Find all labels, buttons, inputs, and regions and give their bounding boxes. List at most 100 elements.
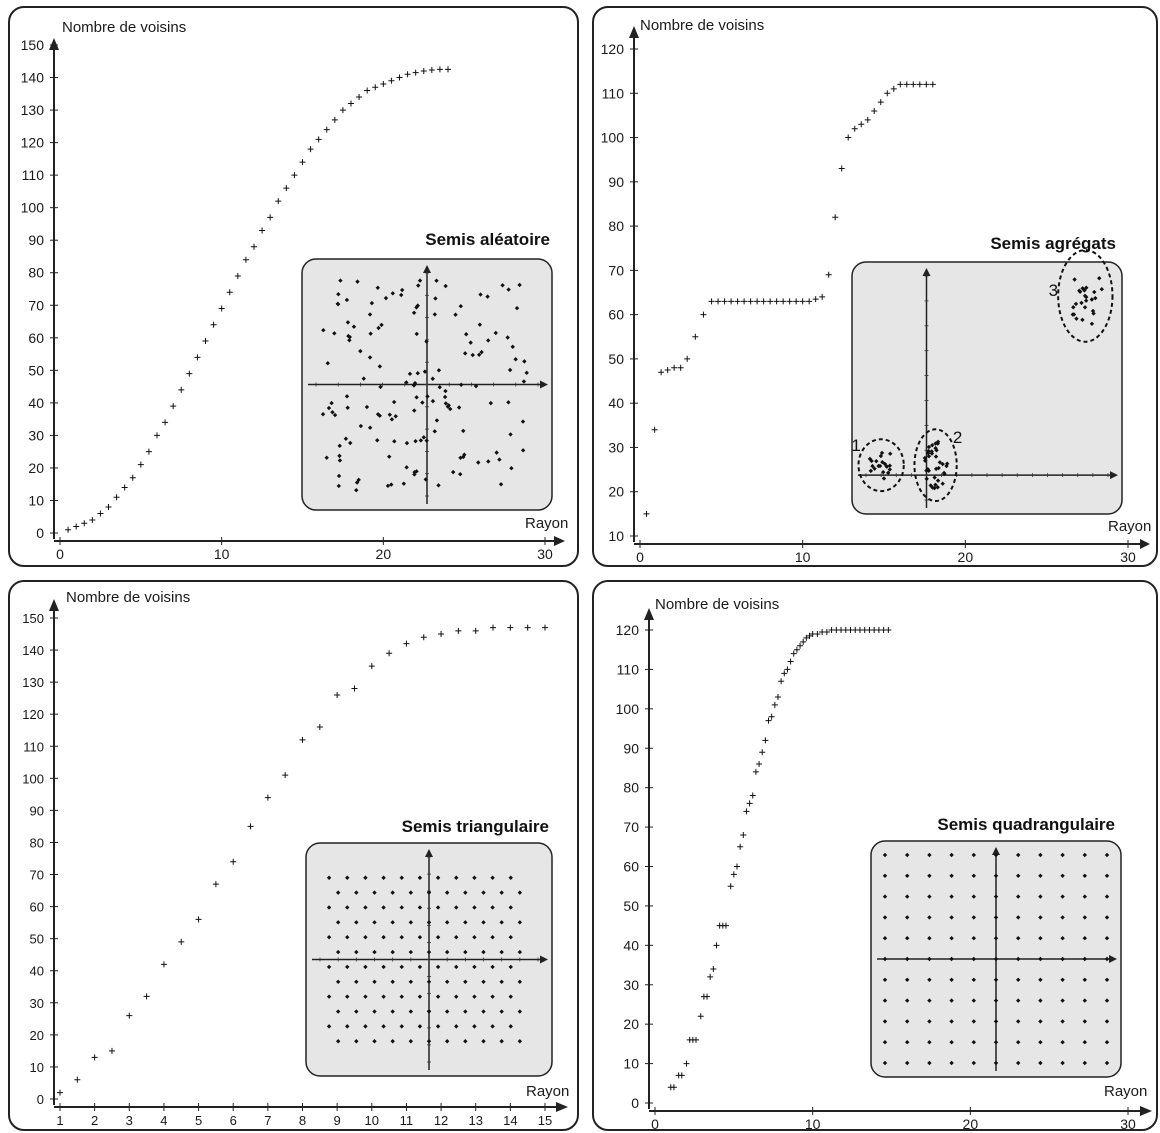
inset-point <box>882 852 888 858</box>
inset-point <box>335 979 341 984</box>
inset-point <box>499 979 504 984</box>
inset-point <box>404 440 410 446</box>
inset-point <box>433 296 438 301</box>
inset-point <box>443 388 448 394</box>
inset-point <box>448 406 453 412</box>
data-point <box>339 107 346 114</box>
x-tick-label: 11 <box>400 1113 414 1128</box>
y-tick-label: 60 <box>623 859 639 875</box>
inset-point <box>882 461 888 467</box>
inset-point <box>949 998 954 1003</box>
inset-point <box>372 979 377 984</box>
inset-point <box>520 448 526 453</box>
inset-point <box>399 994 404 999</box>
inset-point <box>514 305 520 311</box>
x-axis-arrow <box>554 536 565 546</box>
inset-point <box>869 458 874 464</box>
inset-point <box>436 368 442 373</box>
data-point <box>396 74 403 81</box>
y-tick-label: 30 <box>608 439 624 455</box>
y-tick-label: 80 <box>623 780 639 796</box>
y-tick-label: 100 <box>22 771 44 786</box>
inset-point <box>368 331 373 336</box>
inset-point <box>1060 936 1065 941</box>
data-point <box>733 863 740 870</box>
inset-point <box>336 473 342 479</box>
data-point <box>734 298 741 305</box>
inset-point <box>450 469 456 475</box>
inset-point <box>1099 287 1105 292</box>
y-tick-label: 40 <box>623 937 639 953</box>
y-tick-label: 100 <box>601 130 625 146</box>
inset-point <box>1060 852 1065 858</box>
data-point <box>762 737 769 744</box>
inset-point <box>1080 317 1085 323</box>
data-point <box>910 81 917 88</box>
data-point <box>247 823 254 830</box>
inset-point <box>905 1060 910 1066</box>
inset-point <box>416 283 421 288</box>
data-point <box>790 650 797 657</box>
inset-point <box>485 294 490 299</box>
data-point <box>234 272 241 279</box>
inset-point <box>426 949 432 955</box>
inset-point <box>408 1009 414 1014</box>
inset-point <box>888 451 893 456</box>
inset-point <box>404 380 409 385</box>
data-point <box>708 298 715 305</box>
inset-point <box>879 450 885 456</box>
inset-point <box>1060 1019 1065 1024</box>
inset-point <box>329 400 334 406</box>
data-point <box>368 663 375 670</box>
inset-point <box>1038 977 1043 982</box>
inset-point <box>933 482 938 487</box>
inset-point <box>499 1039 504 1044</box>
inset-point <box>993 852 999 858</box>
inset-point <box>468 340 473 345</box>
inset-point <box>473 383 479 389</box>
data-point <box>283 185 290 192</box>
x-tick-label: 15 <box>538 1113 552 1128</box>
inset-point <box>1038 956 1043 962</box>
inset-point <box>933 454 939 459</box>
inset-point <box>436 483 441 488</box>
inset-point <box>490 964 495 970</box>
inset-point <box>458 455 463 460</box>
inset-point <box>517 890 523 895</box>
inset-point <box>463 920 468 925</box>
inset-point <box>367 312 373 317</box>
inset-point <box>326 875 332 880</box>
inset-x-arrow <box>540 380 548 389</box>
inset-point <box>499 920 504 925</box>
x-tick-label: 8 <box>299 1113 306 1128</box>
inset-point <box>379 322 384 328</box>
inset-point <box>926 468 931 473</box>
inset-point <box>493 330 498 336</box>
inset-point <box>481 920 486 925</box>
inset-point <box>926 444 932 450</box>
data-point <box>315 136 322 143</box>
inset-point <box>1073 301 1079 307</box>
data-point <box>722 922 729 929</box>
y-tick-label: 50 <box>28 362 44 378</box>
inset-point <box>993 998 999 1003</box>
x-tick-label: 20 <box>963 1116 979 1132</box>
inset-point <box>971 956 976 962</box>
x-tick-label: 2 <box>91 1113 98 1128</box>
cluster-label: 3 <box>1049 281 1058 300</box>
inset-point <box>993 915 999 920</box>
inset-point <box>929 451 935 456</box>
inset-point <box>940 481 945 486</box>
data-point <box>671 364 678 371</box>
inset-point <box>326 994 332 999</box>
data-point <box>154 432 160 439</box>
data-point <box>331 116 338 123</box>
y-tick-label: 150 <box>22 611 44 626</box>
inset-point <box>434 418 440 423</box>
inset-point <box>389 417 395 422</box>
inset-point <box>927 1040 932 1045</box>
inset-point <box>423 477 428 482</box>
inset-point <box>335 1009 341 1014</box>
y-axis-label: Nombre de voisins <box>66 589 190 606</box>
data-point <box>420 68 427 75</box>
